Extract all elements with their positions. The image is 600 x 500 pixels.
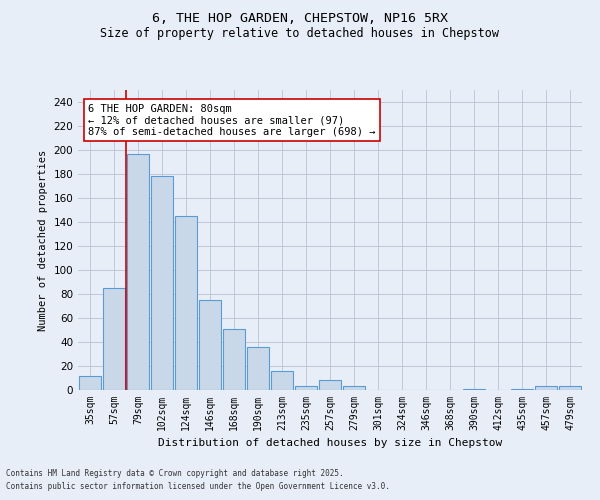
Bar	[559, 386, 581, 390]
Text: Contains HM Land Registry data © Crown copyright and database right 2025.: Contains HM Land Registry data © Crown c…	[6, 468, 344, 477]
Text: 6, THE HOP GARDEN, CHEPSTOW, NP16 5RX: 6, THE HOP GARDEN, CHEPSTOW, NP16 5RX	[152, 12, 448, 26]
Bar	[295, 386, 317, 390]
Bar	[103, 288, 125, 390]
Text: Contains public sector information licensed under the Open Government Licence v3: Contains public sector information licen…	[6, 482, 390, 491]
Bar	[151, 176, 173, 390]
Bar	[511, 389, 533, 390]
Bar	[223, 329, 245, 390]
Bar	[127, 154, 149, 390]
Bar	[463, 389, 485, 390]
Bar	[175, 216, 197, 390]
Y-axis label: Number of detached properties: Number of detached properties	[38, 150, 48, 330]
Bar	[247, 347, 269, 390]
X-axis label: Distribution of detached houses by size in Chepstow: Distribution of detached houses by size …	[158, 438, 502, 448]
Bar	[199, 300, 221, 390]
Bar	[343, 386, 365, 390]
Bar	[271, 371, 293, 390]
Bar	[79, 376, 101, 390]
Bar	[535, 386, 557, 390]
Bar	[319, 380, 341, 390]
Text: Size of property relative to detached houses in Chepstow: Size of property relative to detached ho…	[101, 28, 499, 40]
Text: 6 THE HOP GARDEN: 80sqm
← 12% of detached houses are smaller (97)
87% of semi-de: 6 THE HOP GARDEN: 80sqm ← 12% of detache…	[88, 104, 376, 136]
